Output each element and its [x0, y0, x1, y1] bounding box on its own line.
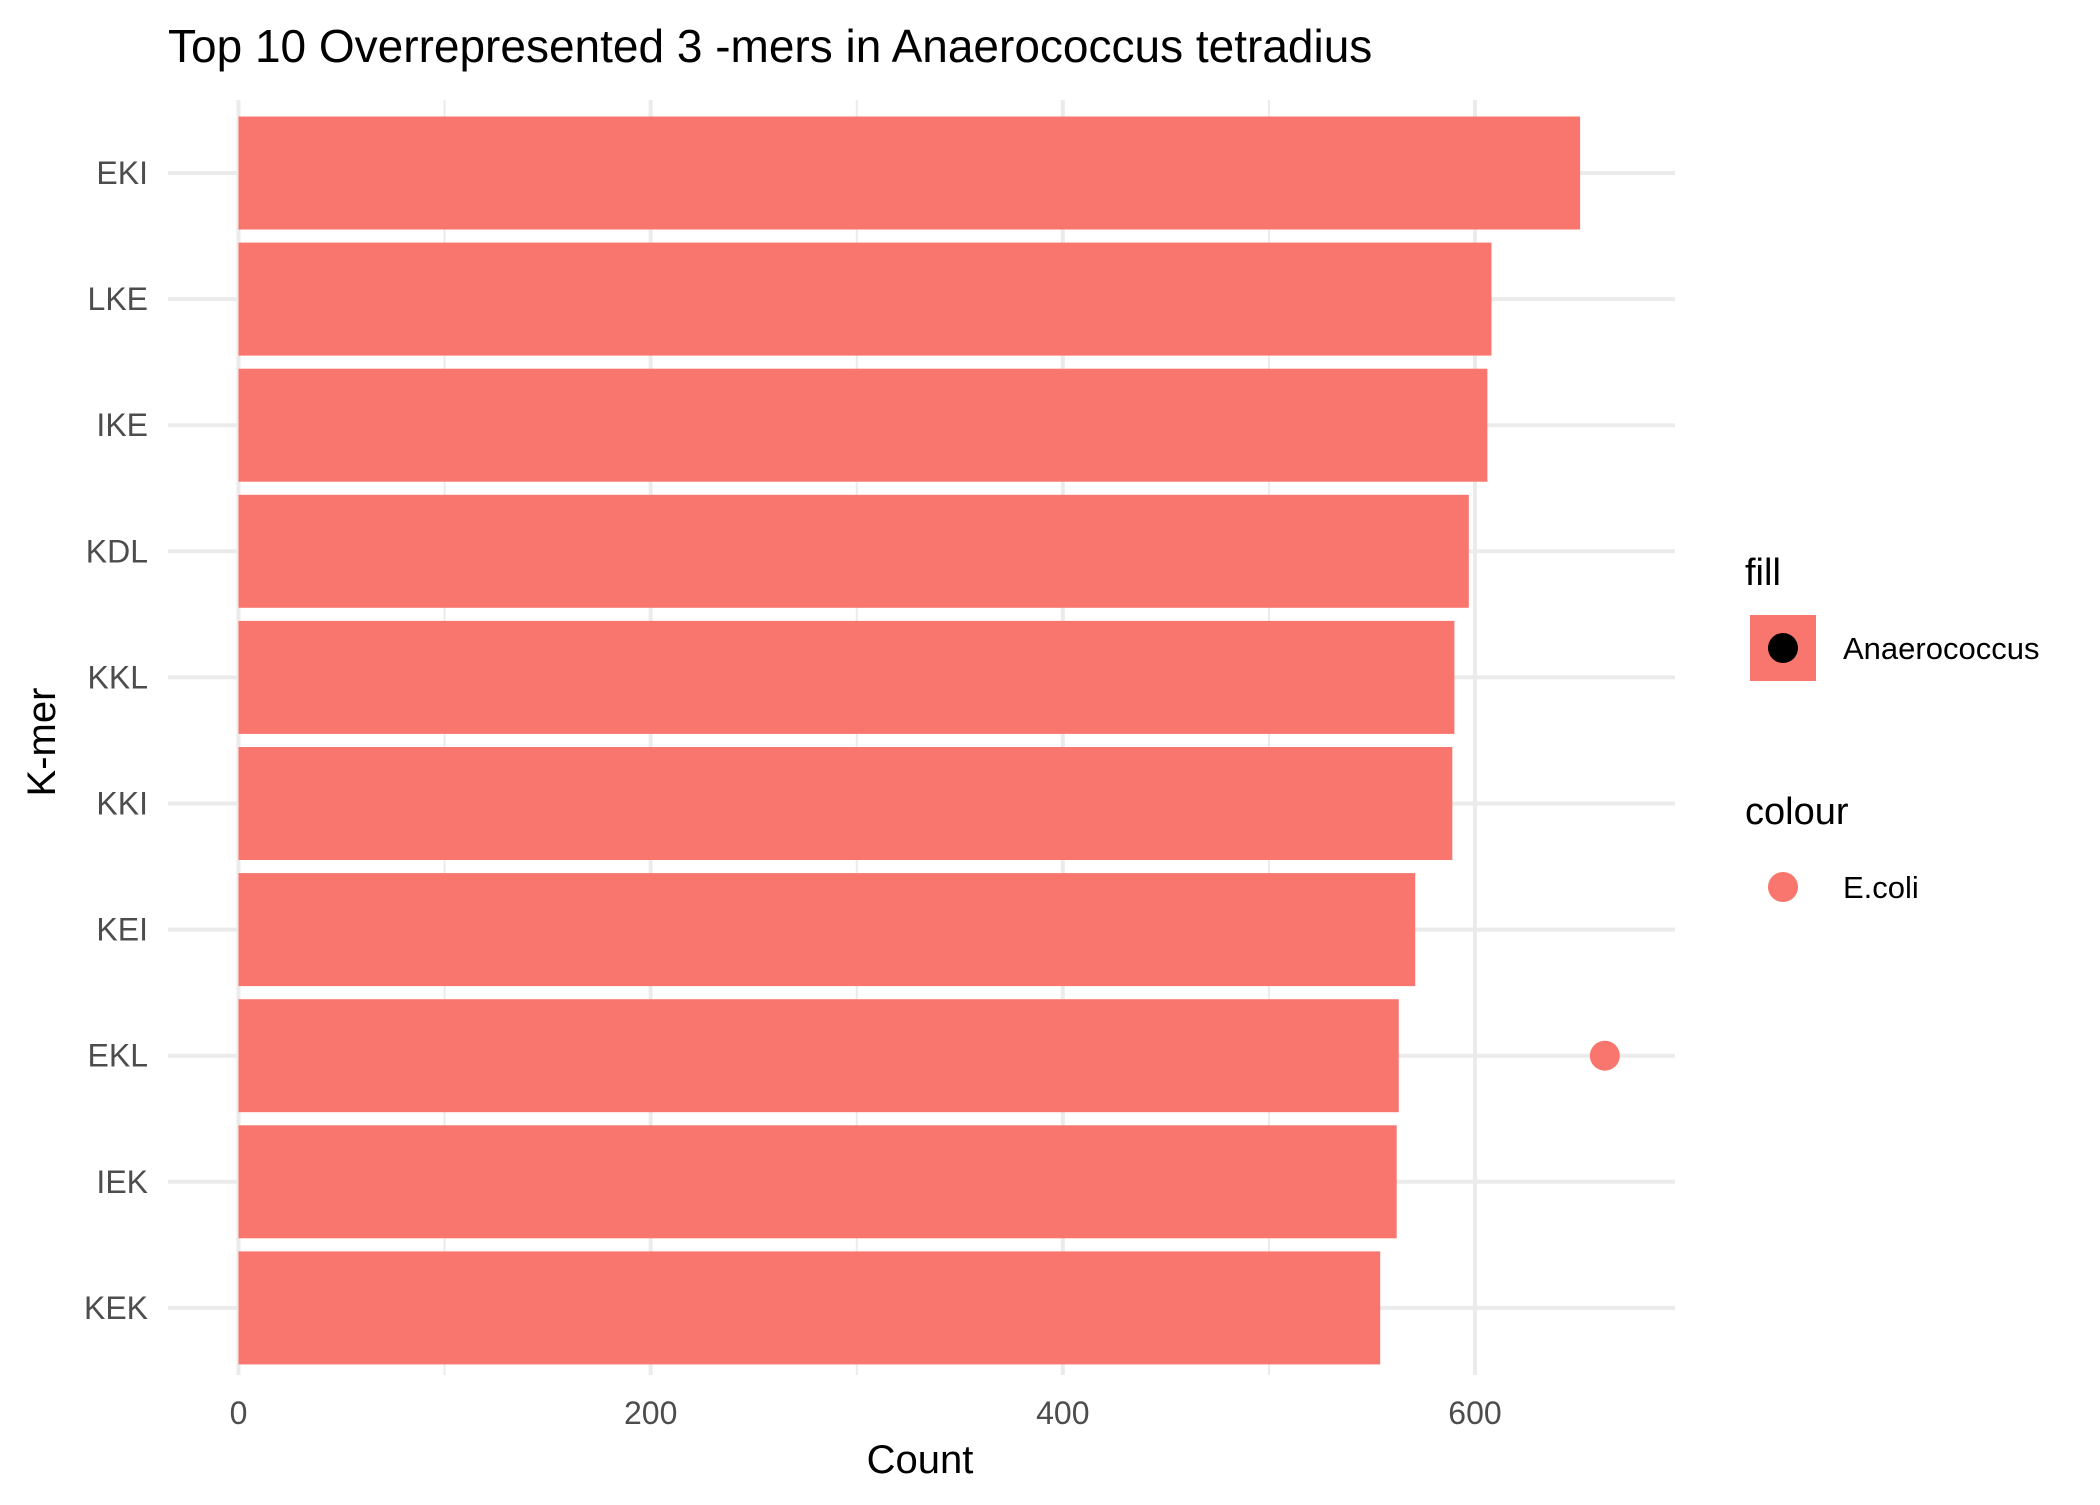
x-tick-labels: 0 200 400 600 — [230, 1395, 1502, 1431]
x-tick-label: 400 — [1036, 1395, 1089, 1431]
legend-group-fill: fill Anaerococcus — [1745, 552, 2039, 681]
legend-title: fill — [1745, 552, 1781, 594]
legend-key-point — [1768, 633, 1798, 663]
bar-ekl — [238, 999, 1399, 1113]
y-tick-label: IEK — [96, 1164, 148, 1200]
legend-title: colour — [1745, 791, 1849, 833]
point-ekl — [1589, 1040, 1620, 1071]
x-tick-label: 200 — [624, 1395, 677, 1431]
bar-lke — [238, 242, 1492, 356]
bar-kkl — [238, 620, 1455, 734]
legend-key-point — [1768, 872, 1798, 902]
x-tick-label: 600 — [1448, 1395, 1501, 1431]
y-tick-label: KDL — [86, 533, 148, 569]
legend-label: Anaerococcus — [1843, 631, 2039, 666]
y-tick-label: IKE — [96, 407, 148, 443]
y-tick-label: KKI — [96, 786, 148, 822]
bar-kei — [238, 873, 1416, 987]
chart-title: Top 10 Overrepresented 3 -mers in Anaero… — [168, 20, 1372, 72]
y-tick-label: LKE — [88, 281, 148, 317]
legend: fill Anaerococcus colour E.coli — [1745, 552, 2039, 905]
y-axis-title: K-mer — [20, 688, 64, 797]
point-layer — [1589, 1040, 1620, 1071]
y-tick-labels: EKI LKE IKE KDL KKL KKI KEI EKL IEK KEK — [84, 155, 148, 1326]
x-axis-title: Count — [867, 1438, 974, 1482]
y-tick-label: EKL — [88, 1038, 148, 1074]
y-tick-label: KEK — [84, 1290, 148, 1326]
bar-layer — [238, 116, 1581, 1365]
bar-kki — [238, 747, 1453, 860]
legend-group-colour: colour E.coli — [1745, 791, 1919, 905]
bar-kek — [238, 1251, 1381, 1365]
y-tick-label: KEI — [96, 912, 148, 948]
legend-label: E.coli — [1843, 870, 1919, 905]
x-tick-label: 0 — [230, 1395, 248, 1431]
bar-kdl — [238, 494, 1469, 608]
bar-iek — [238, 1125, 1397, 1239]
y-tick-label: KKL — [88, 659, 148, 695]
bar-ike — [238, 368, 1488, 482]
y-tick-label: EKI — [96, 155, 148, 191]
bar-eki — [238, 116, 1581, 230]
